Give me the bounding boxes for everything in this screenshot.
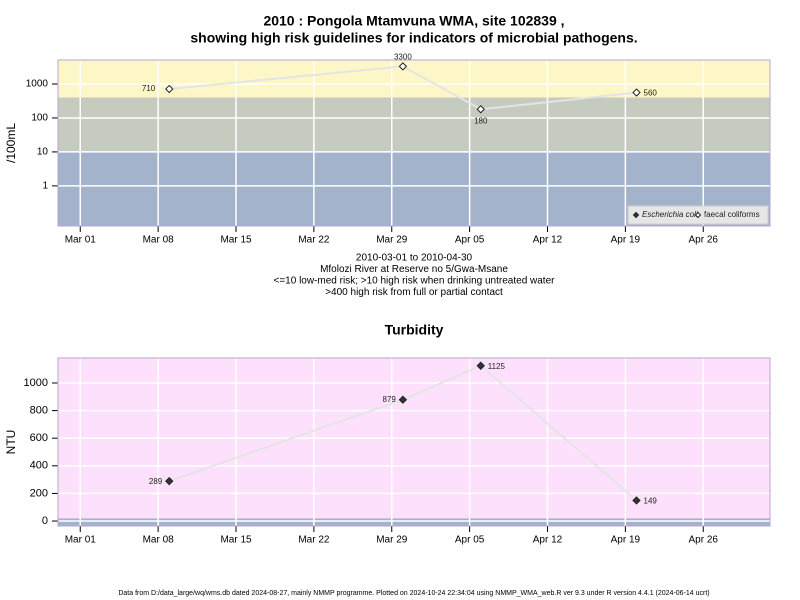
data-line: [168, 364, 638, 502]
x-tick-label: Apr 26: [689, 535, 719, 546]
x-tick-label: Apr 05: [455, 535, 485, 546]
risk-band: [58, 97, 770, 152]
subtitle: <=10 low-med risk; >10 high risk when dr…: [274, 276, 556, 287]
data-point: [398, 395, 408, 404]
y-tick-label: 1000: [26, 79, 49, 90]
footer: Data from D:/data_large/wq/wms.db dated …: [118, 590, 709, 597]
x-tick-label: Apr 26: [689, 235, 719, 246]
x-tick-label: Mar 22: [298, 535, 330, 546]
legend-label: Escherichia coli: [642, 210, 698, 219]
data-point: [476, 361, 485, 370]
data-point: [165, 84, 174, 94]
data-label: 180: [474, 116, 488, 125]
x-tick-label: Apr 05: [455, 235, 485, 246]
x-tick-label: Mar 01: [65, 235, 97, 246]
plot-border: [57, 357, 771, 527]
subtitle: >400 high risk from full or partial cont…: [325, 287, 503, 298]
data-point: [476, 105, 485, 114]
x-tick-label: Apr 19: [611, 535, 641, 546]
data-point: [632, 496, 641, 505]
y-tick-label: 400: [30, 460, 48, 472]
subtitle: Mfolozi River at Reserve no 5/Gwa-Msane: [320, 264, 508, 275]
subtitle: 2010-03-01 to 2010-04-30: [356, 253, 473, 264]
risk-band: [58, 60, 770, 98]
y-tick-label: 0: [42, 515, 48, 527]
chart-title: 2010 : Pongola Mtamvuna WMA, site 102839…: [263, 13, 564, 29]
x-tick-label: Mar 29: [376, 235, 408, 246]
y-tick-label: 800: [30, 405, 48, 417]
y-axis-label: /100mL: [4, 123, 18, 163]
data-label: 3300: [394, 52, 412, 61]
data-label: 879: [383, 395, 397, 404]
y-tick-label: 600: [30, 432, 48, 444]
x-tick-label: Mar 08: [143, 535, 175, 546]
data-label: 149: [644, 497, 658, 506]
y-tick-label: 10: [37, 147, 49, 158]
legend-marker: [632, 211, 640, 219]
x-tick-label: Mar 01: [65, 535, 97, 546]
data-label: 560: [644, 89, 658, 98]
x-tick-label: Mar 22: [298, 235, 330, 246]
risk-band: [58, 518, 770, 526]
y-tick-label: 100: [31, 113, 48, 124]
x-tick-label: Mar 15: [220, 535, 252, 546]
data-point: [632, 88, 641, 97]
x-tick-label: Apr 12: [533, 535, 563, 546]
y-axis-label: NTU: [4, 430, 18, 455]
data-label: 1125: [488, 362, 506, 371]
x-tick-label: Mar 15: [220, 235, 252, 246]
x-tick-label: Apr 19: [611, 235, 641, 246]
legend-label: faecal coliforms: [704, 210, 760, 219]
y-tick-label: 1: [42, 181, 48, 192]
data-point: [165, 476, 174, 486]
legend-marker: [694, 211, 702, 219]
chart-title: Turbidity: [385, 322, 444, 338]
data-line: [169, 65, 637, 111]
data-label: 710: [142, 84, 156, 93]
data-label: 289: [149, 477, 163, 486]
plot-border: [57, 59, 771, 227]
y-tick-label: 200: [30, 487, 48, 499]
data-point: [398, 62, 408, 71]
x-tick-label: Apr 12: [533, 235, 563, 246]
x-tick-label: Mar 29: [376, 535, 408, 546]
y-tick-label: 1000: [24, 377, 48, 389]
chart-title: showing high risk guidelines for indicat…: [190, 30, 637, 46]
x-tick-label: Mar 08: [143, 235, 175, 246]
